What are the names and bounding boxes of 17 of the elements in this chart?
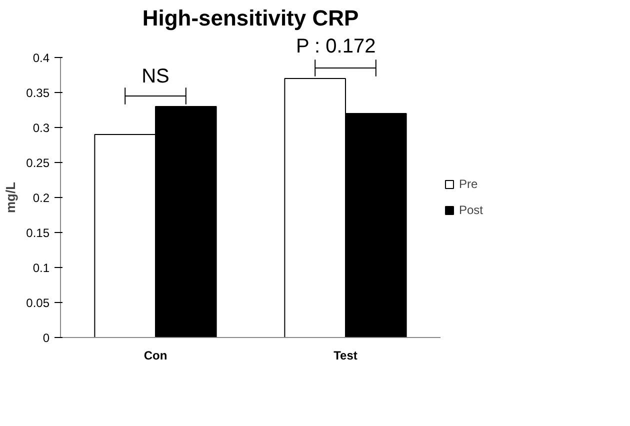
chart-title: High-sensitivity CRP bbox=[142, 6, 359, 30]
y-tick-label: 0.25 bbox=[26, 156, 50, 170]
y-tick-label: 0.4 bbox=[32, 51, 50, 65]
y-tick-label: 0.3 bbox=[32, 121, 50, 135]
annotation: NS bbox=[142, 66, 170, 88]
y-tick-label: 0.15 bbox=[26, 226, 50, 240]
legend-label: Post bbox=[459, 203, 484, 217]
y-tick-label: 0.05 bbox=[26, 296, 50, 310]
y-tick-label: 0.1 bbox=[32, 261, 50, 275]
x-tick-label: Con bbox=[144, 348, 168, 362]
x-tick-label: Test bbox=[334, 348, 358, 362]
y-tick-label: 0.2 bbox=[32, 191, 50, 205]
y-tick-label: 0.35 bbox=[26, 86, 50, 100]
annotation: P : 0.172 bbox=[296, 36, 376, 58]
y-tick-label: 0 bbox=[42, 331, 50, 345]
y-axis-title: mg/L bbox=[3, 182, 18, 214]
legend-label: Pre bbox=[459, 177, 479, 191]
